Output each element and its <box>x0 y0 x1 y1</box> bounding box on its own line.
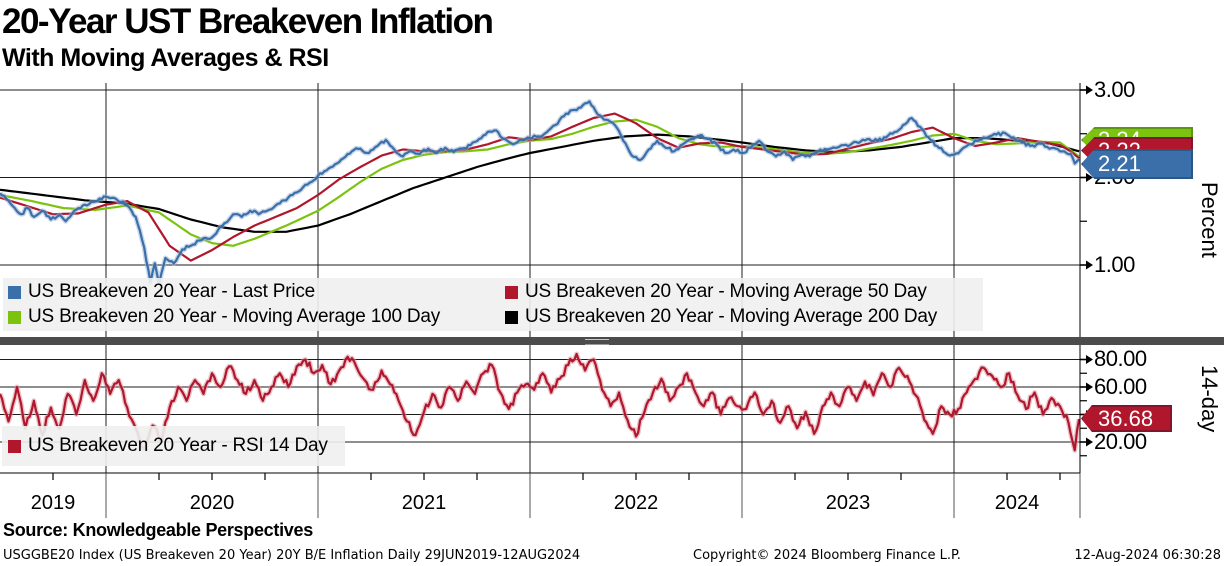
legend-label: US Breakeven 20 Year - RSI 14 Day <box>28 435 328 456</box>
last_price-line <box>0 100 1080 286</box>
legend-label: US Breakeven 20 Year - Last Price <box>28 281 316 302</box>
price-axis-title: Percent <box>1197 182 1222 258</box>
timestamp: 12-Aug-2024 06:30:28 <box>1074 548 1221 563</box>
price-axis-tick-1: 1.00 <box>1094 252 1135 277</box>
price-axis-tick-3: 3.00 <box>1094 77 1135 102</box>
x-axis-year-2024: 2024 <box>994 492 1040 514</box>
splitter-grip-icon[interactable] <box>585 339 609 345</box>
rsi-axis-tick-20: 20.00 <box>1094 429 1147 454</box>
rsi-axis-tick-60: 60.00 <box>1094 374 1147 399</box>
ma200-line <box>0 133 1080 233</box>
legend-item-last-price[interactable]: US Breakeven 20 Year - Last Price <box>8 279 315 305</box>
ma100-swatch-icon <box>8 310 21 324</box>
rsi-tag-value: 36.68 <box>1098 406 1154 431</box>
page-title: 20-Year UST Breakeven Inflation <box>2 2 494 41</box>
ma50-swatch-icon <box>505 285 518 299</box>
rsi_14-line <box>0 352 1080 452</box>
copyright-notice: Copyright© 2024 Bloomberg Finance L.P. <box>693 548 961 563</box>
last_price-halo <box>0 98 1080 287</box>
axis-arrowhead-icon <box>1086 85 1093 95</box>
rsi-swatch-icon <box>8 439 21 453</box>
legend-label: US Breakeven 20 Year - Moving Average 10… <box>28 306 441 327</box>
x-axis-year-2019: 2019 <box>30 492 76 514</box>
legend-label: US Breakeven 20 Year - Moving Average 50… <box>525 281 927 302</box>
legend-item-ma200[interactable]: US Breakeven 20 Year - Moving Average 20… <box>505 304 937 330</box>
page-subtitle: With Moving Averages & RSI <box>2 44 329 72</box>
rsi-axis-tick-80: 80.00 <box>1094 346 1147 371</box>
rsi-legend: US Breakeven 20 Year - RSI 14 Day <box>2 426 345 466</box>
x-axis-year-2020: 2020 <box>189 492 235 514</box>
axis-arrowhead-icon <box>1086 437 1093 447</box>
last-price-swatch-icon <box>8 285 21 299</box>
ma200-swatch-icon <box>505 310 518 324</box>
rsi-axis-title: 14-day <box>1197 365 1222 433</box>
price-tag-last-value: 2.21 <box>1098 151 1141 176</box>
source-credit: Source: Knowledgeable Perspectives <box>3 520 313 540</box>
legend-item-rsi[interactable]: US Breakeven 20 Year - RSI 14 Day <box>8 433 328 459</box>
rsi-tag: 36.68 <box>1081 405 1172 432</box>
x-axis-year-2021: 2021 <box>401 492 447 514</box>
legend-item-ma50[interactable]: US Breakeven 20 Year - Moving Average 50… <box>505 279 927 305</box>
axis-arrowhead-icon <box>1086 382 1093 392</box>
legend-label: US Breakeven 20 Year - Moving Average 20… <box>525 306 938 327</box>
main-legend: US Breakeven 20 Year - Last Price US Bre… <box>3 278 983 331</box>
instrument-description: USGGBE20 Index (US Breakeven 20 Year) 20… <box>3 548 581 563</box>
ma100-line <box>0 118 1080 247</box>
axis-arrowhead-icon <box>1086 173 1093 182</box>
x-axis-year-2023: 2023 <box>825 492 871 514</box>
axis-arrowhead-icon <box>1086 260 1093 270</box>
legend-item-ma100[interactable]: US Breakeven 20 Year - Moving Average 10… <box>8 304 440 330</box>
price-tag-last: 2.21 <box>1081 149 1193 179</box>
panel-splitter[interactable] <box>0 337 1224 345</box>
axis-arrowhead-icon <box>1086 355 1093 364</box>
x-axis-year-2022: 2022 <box>613 492 659 514</box>
